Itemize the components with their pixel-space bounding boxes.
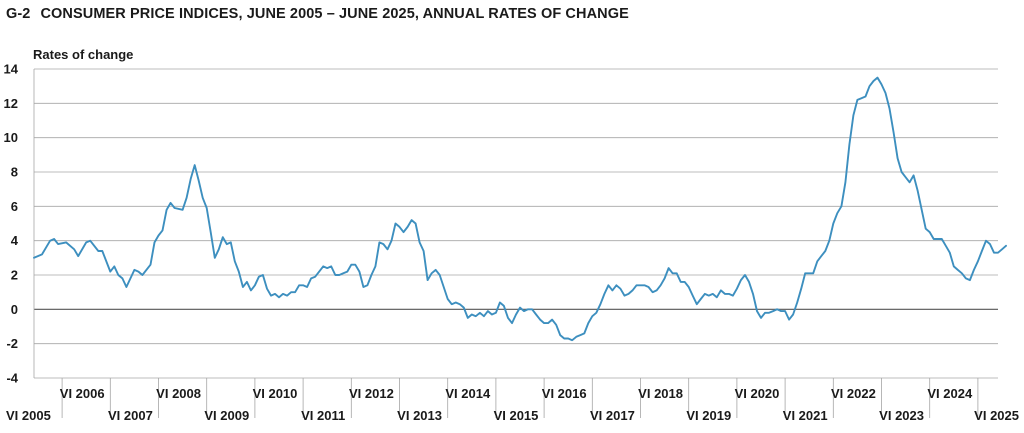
y-tick-label: -2 [6, 336, 18, 351]
x-tick-label: VI 2025 [974, 408, 1019, 423]
x-tick-label: VI 2023 [879, 408, 924, 423]
y-tick-label: 12 [4, 96, 18, 111]
x-tick-label: VI 2014 [445, 386, 491, 401]
x-tick-label: VI 2010 [253, 386, 298, 401]
grid-lines [33, 68, 998, 418]
series-line [33, 76, 1007, 342]
y-tick-label: 0 [11, 302, 18, 317]
y-tick-label: 8 [11, 165, 18, 180]
x-tick-label: VI 2011 [301, 408, 345, 423]
x-tick-label: VI 2012 [349, 386, 394, 401]
chart-title: G-2 CONSUMER PRICE INDICES, JUNE 2005 – J… [6, 6, 629, 22]
chart-title-text: CONSUMER PRICE INDICES, JUNE 2005 – JUNE… [40, 6, 629, 22]
y-tick-label: 6 [11, 199, 18, 214]
x-tick-label: VI 2009 [204, 408, 249, 423]
x-tick-label: VI 2021 [783, 408, 828, 423]
y-tick-label: 2 [11, 268, 18, 283]
x-tick-label: VI 2006 [60, 386, 105, 401]
x-tick-labels: VI 2006 VI 2008 VI 2010 VI 2012 VI 2014 VI 20… [6, 386, 1019, 423]
y-tick-label: 10 [4, 130, 18, 145]
x-tick-label: VI 2008 [156, 386, 201, 401]
x-tick-label: VI 2016 [542, 386, 587, 401]
y-tick-labels: -4 -2 0 2 4 6 8 10 12 14 [4, 62, 19, 386]
x-tick-label: VI 2020 [735, 386, 780, 401]
y-axis-label: Rates of change [33, 47, 134, 62]
x-tick-label: VI 2013 [397, 408, 442, 423]
x-tick-label: VI 2022 [831, 386, 876, 401]
x-tick-label: VI 2015 [494, 408, 539, 423]
x-tick-label: VI 2007 [108, 408, 153, 423]
x-tick-label: VI 2017 [590, 408, 635, 423]
y-tick-label: -4 [6, 371, 18, 386]
x-tick-label: VI 2018 [638, 386, 683, 401]
figure-number: G-2 [6, 6, 31, 22]
x-tick-label: VI 2005 [6, 408, 51, 423]
x-tick-label: VI 2019 [686, 408, 731, 423]
y-tick-label: 14 [4, 62, 19, 77]
y-tick-label: 4 [11, 233, 19, 248]
series-layer [33, 76, 1007, 342]
x-tick-label: VI 2024 [927, 386, 973, 401]
